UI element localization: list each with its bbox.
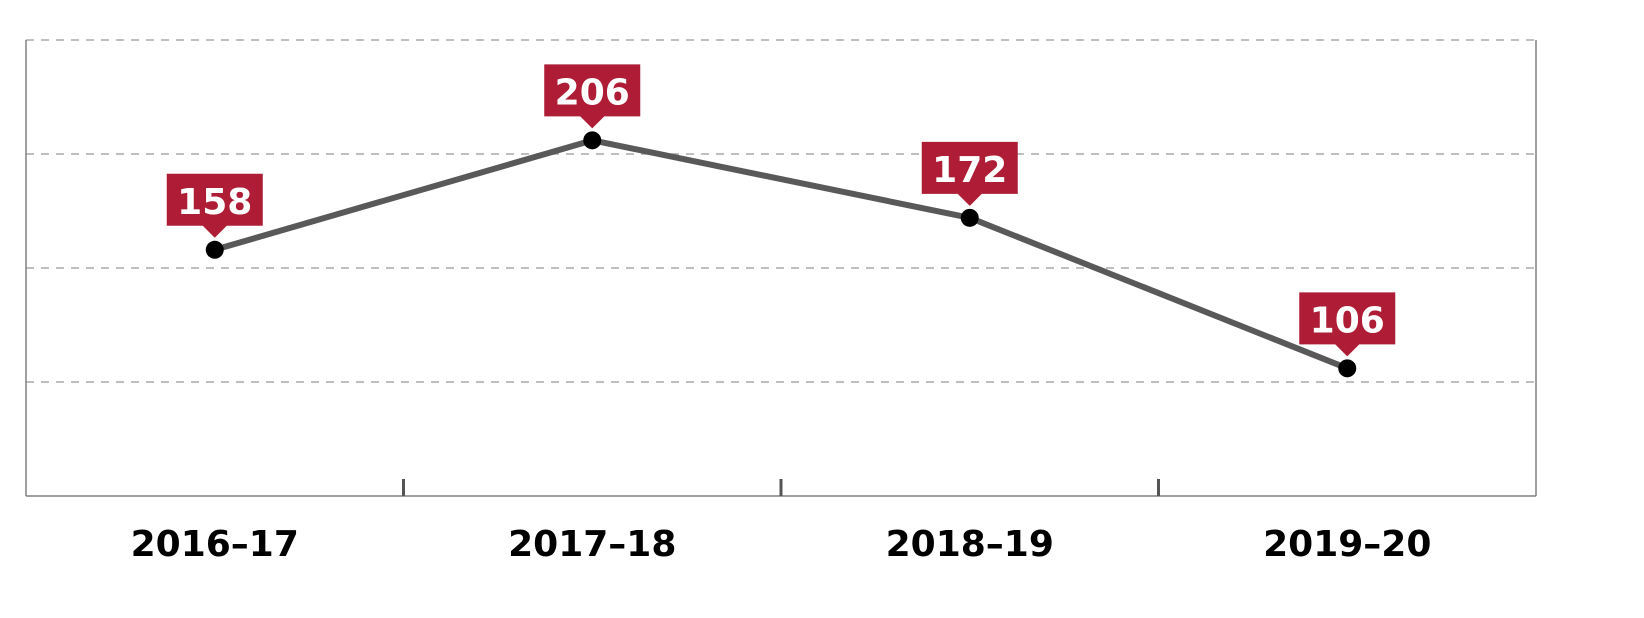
data-label: 158 [166,173,263,238]
data-label-box [544,64,641,129]
data-label-box [166,173,263,238]
data-point [583,131,602,150]
x-tick-label: 2018–19 [886,524,1054,565]
data-label-box [921,141,1018,206]
data-label: 106 [1299,292,1396,357]
data-label: 206 [544,64,641,129]
data-point [960,208,979,227]
x-tick-label: 2017–18 [508,524,676,565]
series-line [213,137,1349,372]
data-label-text: 106 [1310,300,1385,341]
data-point [205,240,224,259]
data-label-text: 206 [555,72,630,113]
data-label-text: 172 [932,150,1007,191]
x-tick-label: 2016–17 [131,524,299,565]
data-point [1338,359,1357,378]
data-label-box [1299,292,1396,357]
data-label-text: 158 [177,182,252,223]
data-label: 172 [921,141,1018,206]
x-tick-label: 2019–20 [1263,524,1431,565]
